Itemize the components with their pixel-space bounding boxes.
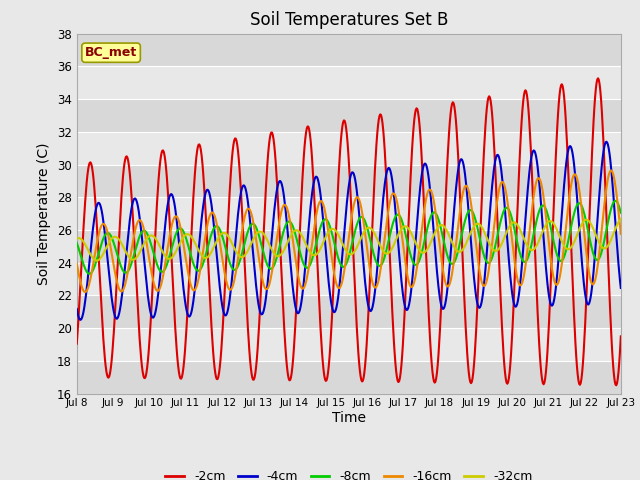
X-axis label: Time: Time — [332, 411, 366, 425]
Bar — [77, 165, 621, 197]
Bar — [77, 295, 621, 328]
Bar — [77, 361, 621, 394]
Text: BC_met: BC_met — [85, 46, 137, 59]
Bar — [77, 66, 621, 99]
Bar — [77, 197, 621, 230]
Bar — [77, 99, 621, 132]
Bar — [77, 132, 621, 165]
Legend: -2cm, -4cm, -8cm, -16cm, -32cm: -2cm, -4cm, -8cm, -16cm, -32cm — [160, 465, 538, 480]
Bar — [77, 34, 621, 66]
Bar — [77, 328, 621, 361]
Y-axis label: Soil Temperature (C): Soil Temperature (C) — [37, 143, 51, 285]
Bar — [77, 230, 621, 263]
Title: Soil Temperatures Set B: Soil Temperatures Set B — [250, 11, 448, 29]
Bar — [77, 263, 621, 295]
